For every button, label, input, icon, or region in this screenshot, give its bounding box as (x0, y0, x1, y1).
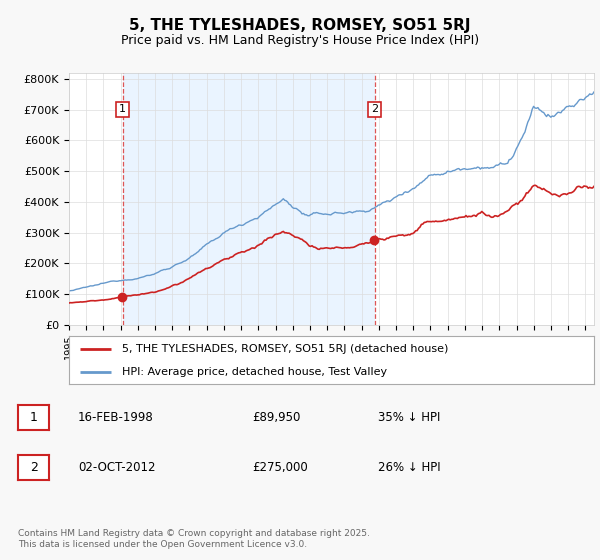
Text: 02-OCT-2012: 02-OCT-2012 (78, 461, 155, 474)
Text: 5, THE TYLESHADES, ROMSEY, SO51 5RJ: 5, THE TYLESHADES, ROMSEY, SO51 5RJ (129, 18, 471, 32)
Text: £89,950: £89,950 (252, 410, 301, 424)
Text: 35% ↓ HPI: 35% ↓ HPI (378, 410, 440, 424)
Text: Contains HM Land Registry data © Crown copyright and database right 2025.
This d: Contains HM Land Registry data © Crown c… (18, 529, 370, 549)
Text: 2: 2 (29, 461, 38, 474)
Text: 26% ↓ HPI: 26% ↓ HPI (378, 461, 440, 474)
Text: £275,000: £275,000 (252, 461, 308, 474)
Text: 16-FEB-1998: 16-FEB-1998 (78, 410, 154, 424)
Text: Price paid vs. HM Land Registry's House Price Index (HPI): Price paid vs. HM Land Registry's House … (121, 34, 479, 47)
Bar (123, 73, 374, 325)
Text: 1: 1 (119, 104, 126, 114)
Text: 2: 2 (371, 104, 378, 114)
Text: 1: 1 (29, 410, 38, 424)
Text: HPI: Average price, detached house, Test Valley: HPI: Average price, detached house, Test… (121, 367, 386, 377)
Text: 5, THE TYLESHADES, ROMSEY, SO51 5RJ (detached house): 5, THE TYLESHADES, ROMSEY, SO51 5RJ (det… (121, 344, 448, 354)
